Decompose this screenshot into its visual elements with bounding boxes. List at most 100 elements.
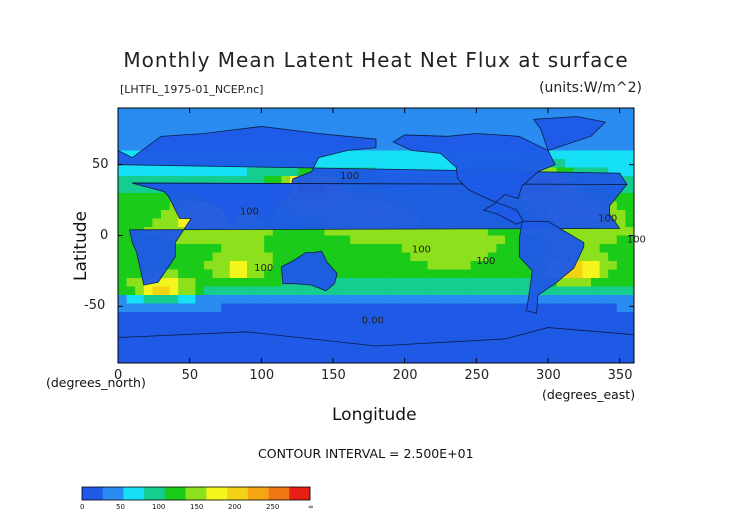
heatmap-cell (376, 142, 386, 152)
heatmap-cell (401, 125, 411, 135)
heatmap-cell (582, 312, 592, 322)
heatmap-cell (470, 244, 480, 254)
colorbar-tick-label: 50 (116, 503, 125, 511)
heatmap-cell (513, 278, 523, 288)
heatmap-cell (135, 269, 145, 279)
heatmap-cell (324, 108, 334, 118)
heatmap-cell (427, 108, 437, 118)
heatmap-cell (186, 227, 196, 237)
heatmap-cell (333, 159, 343, 169)
heatmap-cell (272, 286, 282, 296)
heatmap-cell (470, 125, 480, 135)
heatmap-cell (229, 269, 239, 279)
heatmap-cell (315, 125, 325, 135)
heatmap-cell (178, 278, 188, 288)
heatmap-cell (221, 252, 231, 262)
heatmap-cell (444, 329, 454, 339)
heatmap-cell (608, 312, 618, 322)
heatmap-cell (195, 312, 205, 322)
heatmap-cell (255, 167, 265, 177)
heatmap-cell (264, 303, 274, 313)
heatmap-cell (419, 227, 429, 237)
heatmap-cell (496, 116, 506, 126)
heatmap-cell (616, 108, 626, 118)
heatmap-cell (178, 261, 188, 271)
heatmap-cell (229, 227, 239, 237)
heatmap-cell (393, 133, 403, 143)
heatmap-cell (290, 295, 300, 305)
heatmap-cell (625, 116, 634, 126)
heatmap-cell (573, 142, 583, 152)
heatmap-cell (350, 320, 360, 330)
heatmap-cell (539, 142, 549, 152)
heatmap-cell (229, 167, 239, 177)
heatmap-cell (290, 329, 300, 339)
heatmap-cell (298, 320, 308, 330)
heatmap-cell (625, 201, 634, 211)
heatmap-cell (118, 116, 128, 126)
heatmap-cell (169, 286, 179, 296)
heatmap-cell (376, 337, 386, 347)
heatmap-cell (599, 261, 609, 271)
heatmap-cell (591, 167, 601, 177)
heatmap-cell (264, 227, 274, 237)
heatmap-cell (247, 320, 257, 330)
heatmap-cell (255, 227, 265, 237)
heatmap-cell (625, 312, 634, 322)
colorbar-tick-label: ∞ (308, 503, 314, 511)
heatmap-cell (186, 176, 196, 186)
heatmap-cell (143, 218, 153, 228)
heatmap-cell (152, 167, 162, 177)
heatmap-cell (264, 286, 274, 296)
heatmap-cell (135, 278, 145, 288)
heatmap-cell (324, 286, 334, 296)
heatmap-cell (591, 261, 601, 271)
heatmap-cell (195, 176, 205, 186)
heatmap-cell (195, 261, 205, 271)
heatmap-cell (118, 235, 128, 245)
heatmap-cell (470, 227, 480, 237)
heatmap-cell (367, 320, 377, 330)
heatmap-cell (376, 159, 386, 169)
heatmap-cell (118, 286, 128, 296)
heatmap-cell (470, 261, 480, 271)
heatmap-cell (599, 320, 609, 330)
heatmap-cell (255, 252, 265, 262)
heatmap-cell (410, 329, 420, 339)
heatmap-cell (126, 167, 136, 177)
x-tick-label: 150 (321, 368, 346, 383)
heatmap-cell (221, 312, 231, 322)
heatmap-cell (367, 108, 377, 118)
contour-label: 100 (412, 245, 431, 256)
heatmap-cell (573, 320, 583, 330)
heatmap-cell (548, 303, 558, 313)
heatmap-cell (427, 329, 437, 339)
heatmap-cell (616, 269, 626, 279)
heatmap-cell (264, 269, 274, 279)
heatmap-cell (530, 108, 540, 118)
heatmap-cell (118, 210, 128, 220)
heatmap-cell (186, 278, 196, 288)
heatmap-cell (298, 235, 308, 245)
heatmap-cell (333, 244, 343, 254)
heatmap-cell (161, 320, 171, 330)
heatmap-cell (221, 320, 231, 330)
heatmap-cell (281, 286, 291, 296)
heatmap-cell (444, 312, 454, 322)
heatmap-cell (608, 210, 618, 220)
heatmap-cell (487, 252, 497, 262)
heatmap-cell (212, 125, 222, 135)
heatmap-cell (169, 269, 179, 279)
heatmap-cell (599, 244, 609, 254)
heatmap-cell (470, 235, 480, 245)
heatmap-cell (118, 125, 128, 135)
heatmap-cell (513, 269, 523, 279)
heatmap-cell (118, 312, 128, 322)
heatmap-cell (625, 261, 634, 271)
heatmap-cell (298, 286, 308, 296)
heatmap-cell (341, 303, 351, 313)
heatmap-cell (608, 150, 618, 160)
heatmap-cell (608, 125, 618, 135)
heatmap-cell (350, 269, 360, 279)
heatmap-cell (247, 235, 257, 245)
